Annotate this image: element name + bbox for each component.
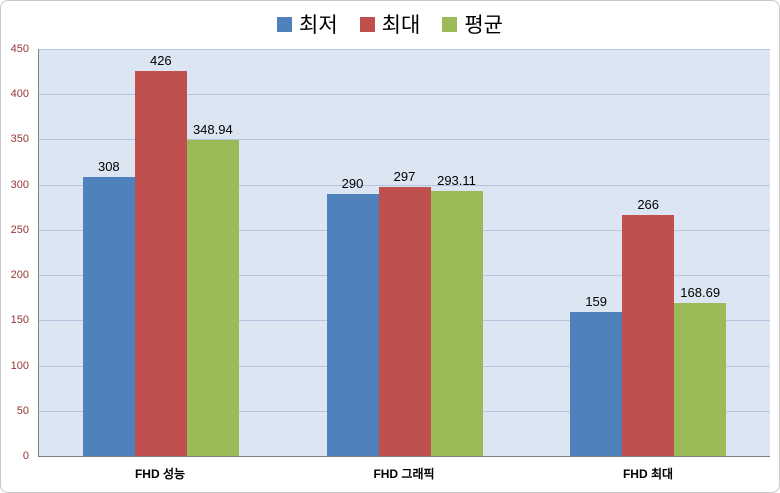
x-axis-labels: FHD 성능 FHD 그래픽 FHD 최대	[38, 458, 770, 488]
y-tick-label: 300	[10, 178, 29, 191]
y-tick-label: 200	[10, 269, 29, 282]
bar-group: 308 426 348.94	[39, 49, 283, 456]
bar-value-label: 297	[393, 169, 416, 185]
y-tick-label: 0	[22, 450, 29, 462]
y-axis: 0 50 100 150 200 250 300 350 400 450	[1, 43, 34, 462]
bar-column: 168.69	[674, 49, 727, 456]
bar-value-label: 290	[341, 175, 364, 191]
bar-value-label: 293.11	[437, 172, 476, 188]
bar-group: 159 266 168.69	[526, 49, 770, 456]
y-tick-label: 150	[10, 314, 29, 327]
y-tick-label: 50	[16, 404, 29, 417]
legend: 최저 최대 평균	[1, 7, 779, 41]
bar-value-label: 159	[585, 294, 608, 310]
bar-groups: 308 426 348.94 290 297 293.11 159 266 168.69	[39, 49, 770, 456]
legend-label: 최대	[381, 14, 421, 37]
gridline	[39, 184, 770, 186]
bar-최저-FHD 성능	[82, 177, 135, 456]
bar-column: 290	[326, 49, 379, 456]
category-label: FHD 성능	[134, 466, 186, 481]
bar-최대-FHD 최대	[622, 215, 675, 456]
legend-label: 평균	[464, 14, 503, 37]
legend-label: 최저	[299, 14, 338, 37]
legend-marker-icon	[277, 16, 293, 32]
y-tick-label: 100	[10, 359, 29, 372]
legend-marker-icon	[359, 16, 375, 32]
category-label: FHD 최대	[622, 466, 674, 481]
bar-column: 348.94	[186, 49, 239, 456]
bar-평균-FHD 성능	[186, 140, 239, 456]
bar-column: 297	[378, 49, 431, 456]
gridline	[39, 94, 770, 96]
bar-최저-FHD 그래픽	[326, 193, 379, 456]
y-tick-label: 450	[10, 43, 29, 55]
legend-marker-icon	[442, 16, 458, 32]
bar-최저-FHD 최대	[570, 312, 623, 456]
bar-value-label: 348.94	[192, 122, 233, 138]
bar-column: 159	[570, 49, 623, 456]
legend-item: 최대	[359, 9, 421, 39]
gridline	[39, 139, 770, 141]
y-tick-label: 250	[10, 223, 29, 236]
bar-평균-FHD 최대	[674, 303, 727, 456]
bar-column: 293.11	[430, 49, 483, 456]
bar-value-label: 426	[149, 52, 172, 68]
bar-column: 308	[82, 49, 135, 456]
gridline	[39, 49, 770, 50]
bar-group: 290 297 293.11	[283, 49, 527, 456]
bar-value-label: 168.69	[680, 285, 721, 301]
y-tick-label: 350	[10, 133, 29, 146]
bar-최대-FHD 성능	[134, 70, 187, 456]
legend-item: 평균	[442, 9, 503, 39]
category-label: FHD 그래픽	[373, 466, 435, 481]
bar-column: 426	[134, 49, 187, 456]
plot-area: 308 426 348.94 290 297 293.11 159 266 168.69	[38, 49, 770, 457]
legend-item: 최저	[277, 9, 338, 39]
y-tick-label: 400	[10, 88, 29, 101]
bar-column: 266	[622, 49, 675, 456]
bar-최대-FHD 그래픽	[378, 187, 431, 456]
bar-평균-FHD 그래픽	[430, 190, 483, 456]
bar-value-label: 266	[637, 197, 660, 213]
bar-value-label: 308	[97, 159, 120, 175]
